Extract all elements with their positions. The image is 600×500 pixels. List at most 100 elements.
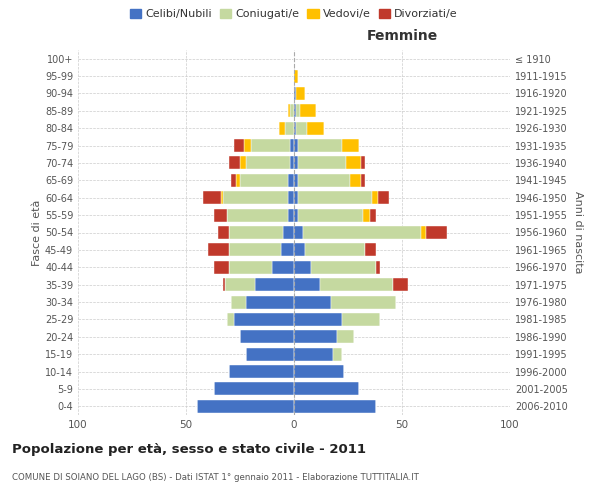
Bar xyxy=(296,104,301,118)
Bar xyxy=(298,191,372,204)
Bar xyxy=(229,365,294,378)
Y-axis label: Fasce di età: Fasce di età xyxy=(32,200,42,266)
Bar xyxy=(298,156,346,170)
Bar xyxy=(294,260,311,274)
Bar xyxy=(294,174,298,187)
Bar xyxy=(279,122,286,134)
Bar xyxy=(287,104,290,118)
Bar xyxy=(247,156,290,170)
Bar xyxy=(197,400,294,413)
Bar xyxy=(294,296,331,308)
Bar xyxy=(363,208,370,222)
Bar xyxy=(236,174,240,187)
Bar xyxy=(221,191,223,204)
Bar xyxy=(394,278,409,291)
Bar xyxy=(233,139,244,152)
Bar xyxy=(296,87,305,100)
Bar xyxy=(290,104,294,118)
Bar xyxy=(294,330,337,344)
Bar xyxy=(341,139,359,152)
Bar xyxy=(281,244,294,256)
Bar xyxy=(294,244,305,256)
Bar xyxy=(290,139,294,152)
Bar xyxy=(372,191,378,204)
Bar xyxy=(376,260,380,274)
Bar xyxy=(244,139,251,152)
Bar xyxy=(233,313,294,326)
Bar xyxy=(287,174,294,187)
Bar xyxy=(225,278,255,291)
Bar xyxy=(251,139,290,152)
Bar xyxy=(296,122,307,134)
Bar xyxy=(218,226,229,239)
Bar xyxy=(337,330,355,344)
Bar xyxy=(229,226,283,239)
Bar xyxy=(290,156,294,170)
Bar xyxy=(286,122,294,134)
Bar xyxy=(232,174,236,187)
Bar xyxy=(298,208,363,222)
Bar xyxy=(305,244,365,256)
Bar xyxy=(294,139,298,152)
Bar xyxy=(294,191,298,204)
Bar xyxy=(426,226,448,239)
Bar xyxy=(346,156,361,170)
Bar xyxy=(208,244,229,256)
Bar xyxy=(302,226,421,239)
Text: COMUNE DI SOIANO DEL LAGO (BS) - Dati ISTAT 1° gennaio 2011 - Elaborazione TUTTI: COMUNE DI SOIANO DEL LAGO (BS) - Dati IS… xyxy=(12,472,419,482)
Bar xyxy=(298,139,341,152)
Bar xyxy=(214,260,229,274)
Bar xyxy=(341,313,380,326)
Bar xyxy=(229,156,240,170)
Bar xyxy=(320,278,394,291)
Bar xyxy=(232,296,247,308)
Bar xyxy=(294,87,296,100)
Bar xyxy=(229,244,281,256)
Bar xyxy=(311,260,376,274)
Bar xyxy=(223,191,287,204)
Bar xyxy=(240,156,247,170)
Bar xyxy=(272,260,294,274)
Bar xyxy=(361,156,365,170)
Bar xyxy=(331,296,395,308)
Bar xyxy=(294,382,359,396)
Bar xyxy=(294,226,302,239)
Bar xyxy=(223,278,225,291)
Bar xyxy=(240,330,294,344)
Bar xyxy=(301,104,316,118)
Bar xyxy=(294,365,344,378)
Text: Popolazione per età, sesso e stato civile - 2011: Popolazione per età, sesso e stato civil… xyxy=(12,442,366,456)
Bar xyxy=(247,348,294,360)
Bar xyxy=(421,226,426,239)
Bar xyxy=(283,226,294,239)
Bar xyxy=(350,174,361,187)
Bar xyxy=(203,191,221,204)
Bar xyxy=(365,244,376,256)
Text: Femmine: Femmine xyxy=(367,28,437,42)
Bar xyxy=(214,208,227,222)
Bar xyxy=(298,174,350,187)
Bar xyxy=(294,208,298,222)
Bar xyxy=(370,208,376,222)
Bar xyxy=(247,296,294,308)
Bar xyxy=(361,174,365,187)
Bar xyxy=(294,278,320,291)
Bar xyxy=(378,191,389,204)
Bar xyxy=(227,208,287,222)
Bar xyxy=(294,104,296,118)
Bar xyxy=(255,278,294,291)
Bar xyxy=(287,208,294,222)
Bar xyxy=(227,313,233,326)
Bar xyxy=(333,348,341,360)
Y-axis label: Anni di nascita: Anni di nascita xyxy=(573,191,583,274)
Legend: Celibi/Nubili, Coniugati/e, Vedovi/e, Divorziati/e: Celibi/Nubili, Coniugati/e, Vedovi/e, Di… xyxy=(126,4,462,24)
Bar xyxy=(294,70,298,82)
Bar xyxy=(307,122,324,134)
Bar xyxy=(229,260,272,274)
Bar xyxy=(287,191,294,204)
Bar xyxy=(294,122,296,134)
Bar xyxy=(294,400,376,413)
Bar xyxy=(294,156,298,170)
Bar xyxy=(294,313,341,326)
Bar xyxy=(240,174,287,187)
